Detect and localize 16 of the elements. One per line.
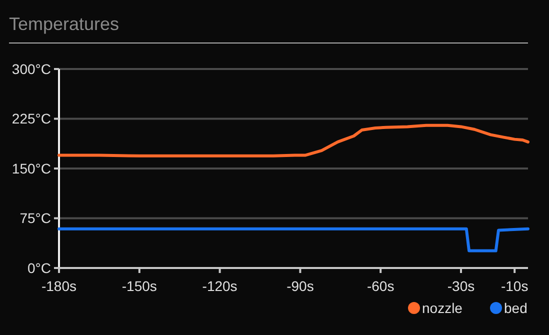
y-tick-label: 225°C (12, 110, 51, 127)
x-tick-label: -150s (122, 278, 157, 294)
x-tick-label: -30s (447, 278, 475, 294)
x-tick-label: -10s (500, 278, 528, 294)
y-tick-label: 0°C (28, 260, 51, 276)
legend-label: bed (504, 300, 528, 316)
chart-title: Temperatures (9, 14, 120, 34)
legend-label: nozzle (422, 300, 463, 316)
line-series (58, 124, 530, 158)
x-tick-label: -90s (286, 278, 314, 294)
x-tick-label: -60s (366, 278, 394, 294)
y-tick-label: 150°C (12, 160, 51, 176)
x-tick-label: -120s (202, 278, 238, 294)
y-tick-label: 300°C (12, 60, 51, 77)
y-tick-label: 75°C (20, 210, 51, 226)
x-tick-label: -180s (41, 278, 77, 294)
